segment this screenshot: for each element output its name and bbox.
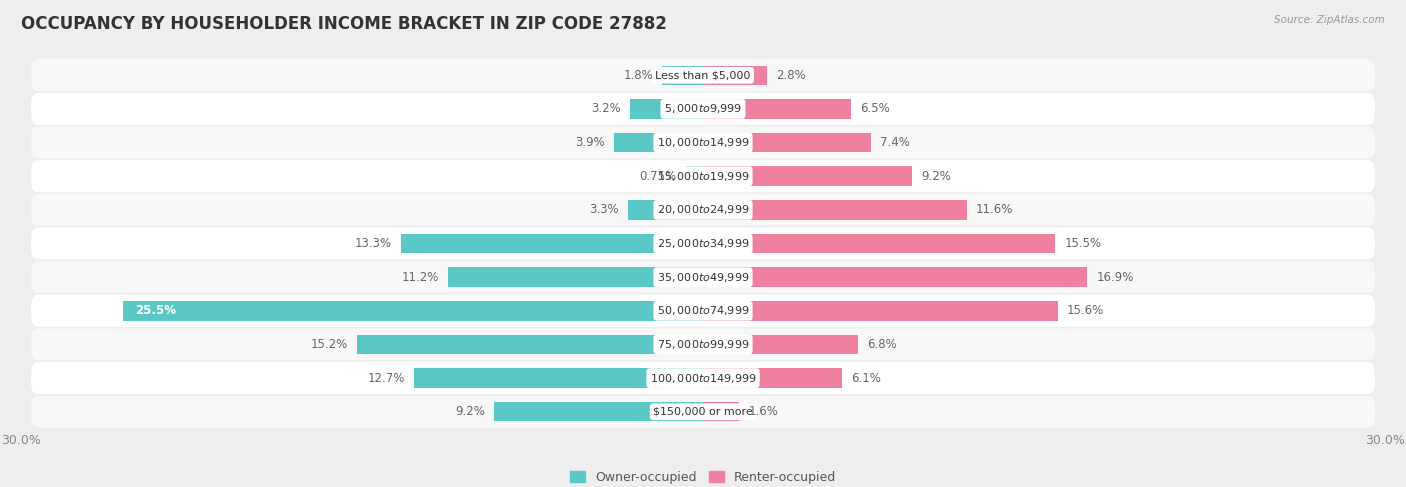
- Bar: [614, 133, 703, 152]
- FancyBboxPatch shape: [31, 160, 1375, 192]
- Text: 6.8%: 6.8%: [866, 338, 897, 351]
- Text: 9.2%: 9.2%: [921, 169, 950, 183]
- Text: 9.2%: 9.2%: [456, 405, 485, 418]
- FancyBboxPatch shape: [31, 227, 1375, 260]
- Text: $20,000 to $24,999: $20,000 to $24,999: [657, 204, 749, 216]
- Bar: [703, 301, 1057, 320]
- Text: 15.6%: 15.6%: [1067, 304, 1104, 318]
- FancyBboxPatch shape: [31, 194, 1375, 226]
- Text: $5,000 to $9,999: $5,000 to $9,999: [664, 102, 742, 115]
- Bar: [628, 200, 703, 220]
- Text: 11.6%: 11.6%: [976, 204, 1014, 216]
- Text: $75,000 to $99,999: $75,000 to $99,999: [657, 338, 749, 351]
- FancyBboxPatch shape: [31, 328, 1375, 360]
- Text: 3.9%: 3.9%: [575, 136, 605, 149]
- Bar: [703, 200, 967, 220]
- Text: Source: ZipAtlas.com: Source: ZipAtlas.com: [1274, 15, 1385, 25]
- Text: $100,000 to $149,999: $100,000 to $149,999: [650, 372, 756, 385]
- Bar: [124, 301, 703, 320]
- Bar: [662, 66, 703, 85]
- Bar: [415, 368, 703, 388]
- Bar: [494, 402, 703, 421]
- Bar: [703, 402, 740, 421]
- Bar: [449, 267, 703, 287]
- Text: 3.3%: 3.3%: [589, 204, 619, 216]
- FancyBboxPatch shape: [31, 261, 1375, 293]
- Text: Less than $5,000: Less than $5,000: [655, 70, 751, 80]
- Text: 1.6%: 1.6%: [748, 405, 779, 418]
- Text: 11.2%: 11.2%: [402, 271, 439, 283]
- Bar: [357, 335, 703, 354]
- Bar: [630, 99, 703, 119]
- FancyBboxPatch shape: [31, 295, 1375, 327]
- Text: 1.8%: 1.8%: [623, 69, 652, 82]
- Bar: [703, 133, 872, 152]
- Text: 13.3%: 13.3%: [354, 237, 392, 250]
- Text: 7.4%: 7.4%: [880, 136, 910, 149]
- Text: 0.75%: 0.75%: [640, 169, 676, 183]
- Text: 6.1%: 6.1%: [851, 372, 880, 385]
- Bar: [703, 267, 1087, 287]
- Text: $50,000 to $74,999: $50,000 to $74,999: [657, 304, 749, 318]
- Text: $35,000 to $49,999: $35,000 to $49,999: [657, 271, 749, 283]
- FancyBboxPatch shape: [31, 362, 1375, 394]
- Bar: [703, 66, 766, 85]
- Text: 15.2%: 15.2%: [311, 338, 349, 351]
- Text: $150,000 or more: $150,000 or more: [654, 407, 752, 417]
- Text: 16.9%: 16.9%: [1097, 271, 1133, 283]
- Bar: [703, 335, 858, 354]
- FancyBboxPatch shape: [31, 396, 1375, 428]
- Text: 3.2%: 3.2%: [592, 102, 621, 115]
- Bar: [703, 234, 1056, 253]
- Text: 25.5%: 25.5%: [135, 304, 176, 318]
- Text: OCCUPANCY BY HOUSEHOLDER INCOME BRACKET IN ZIP CODE 27882: OCCUPANCY BY HOUSEHOLDER INCOME BRACKET …: [21, 15, 666, 33]
- Text: $15,000 to $19,999: $15,000 to $19,999: [657, 169, 749, 183]
- Bar: [401, 234, 703, 253]
- Text: 12.7%: 12.7%: [368, 372, 405, 385]
- Text: 15.5%: 15.5%: [1064, 237, 1101, 250]
- Text: $10,000 to $14,999: $10,000 to $14,999: [657, 136, 749, 149]
- Bar: [703, 368, 842, 388]
- FancyBboxPatch shape: [31, 59, 1375, 91]
- Text: $25,000 to $34,999: $25,000 to $34,999: [657, 237, 749, 250]
- Bar: [703, 99, 851, 119]
- FancyBboxPatch shape: [31, 93, 1375, 125]
- Text: 2.8%: 2.8%: [776, 69, 806, 82]
- Bar: [703, 167, 912, 186]
- FancyBboxPatch shape: [31, 127, 1375, 159]
- Legend: Owner-occupied, Renter-occupied: Owner-occupied, Renter-occupied: [565, 466, 841, 487]
- Text: 6.5%: 6.5%: [860, 102, 890, 115]
- Bar: [686, 167, 703, 186]
